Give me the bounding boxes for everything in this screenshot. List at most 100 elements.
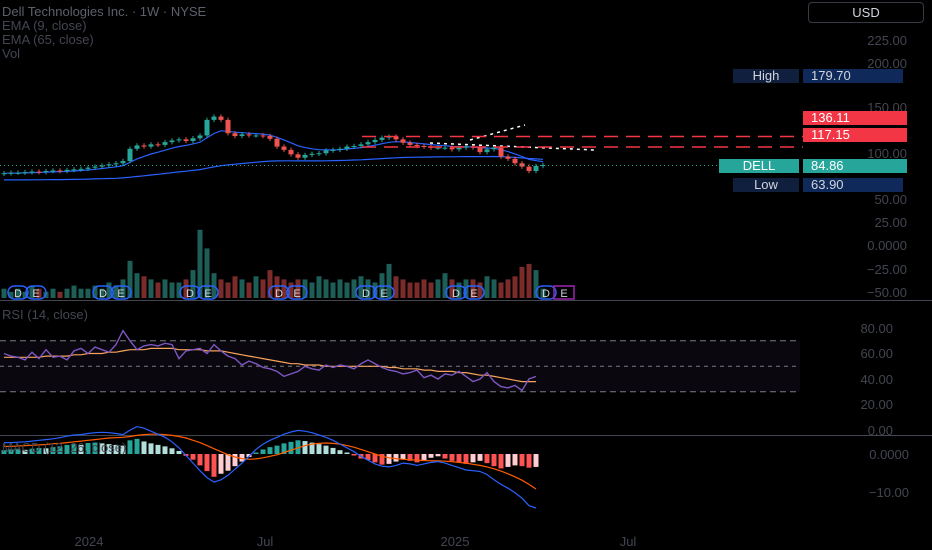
macd-histogram-bar	[281, 443, 287, 454]
macd-histogram-bar	[484, 454, 490, 464]
candle-body	[449, 147, 455, 150]
price-axis-tick: −50.00	[867, 285, 907, 300]
marker-letter: D	[452, 288, 460, 300]
marker-badge	[355, 285, 377, 300]
ema9-legend: EMA (9, close)	[2, 18, 87, 33]
candle-body	[71, 169, 77, 171]
candle-body	[456, 147, 462, 150]
candle	[176, 137, 182, 143]
marker-badge	[7, 285, 29, 300]
candle-body	[218, 116, 224, 120]
volume-bar	[470, 279, 476, 298]
macd-histogram-bar	[85, 442, 91, 454]
marker-letter: D	[542, 288, 550, 300]
macd-histogram-bar	[309, 442, 315, 454]
candle-body	[302, 154, 308, 158]
candle-body	[316, 153, 322, 155]
macd-histogram-bar	[491, 454, 497, 467]
candle	[505, 154, 511, 162]
marker-letter: E	[204, 288, 211, 300]
x-axis-tick: 2025	[441, 534, 470, 549]
candle	[442, 145, 448, 150]
candle	[407, 140, 413, 148]
candle-body	[43, 171, 49, 173]
macd-histogram-bar	[316, 444, 322, 454]
volume-bar	[274, 276, 280, 298]
volume-bar	[92, 285, 98, 298]
volume-bar	[449, 279, 455, 298]
candle	[50, 168, 56, 174]
marker-letter: D	[14, 288, 22, 300]
macd-histogram-bar	[260, 449, 266, 454]
volume-bar	[29, 285, 35, 298]
price-axis-tick: 100.00	[867, 146, 907, 161]
candle	[92, 164, 98, 170]
candle	[190, 136, 196, 144]
candle-body	[519, 163, 525, 167]
candle	[239, 132, 245, 139]
candle-body	[141, 145, 147, 147]
macd-histogram-bar	[64, 444, 70, 454]
volume-bar	[400, 279, 406, 298]
candle	[316, 151, 322, 157]
macd-histogram-bar	[421, 454, 427, 461]
volume-bar	[211, 273, 217, 298]
candle-body	[309, 153, 315, 155]
macd-histogram-bar	[99, 443, 105, 454]
level-136-value: 136.11	[803, 111, 907, 125]
dividend-marker: D	[92, 285, 114, 300]
candle	[232, 131, 238, 139]
candle-body	[106, 164, 112, 166]
candle	[372, 137, 378, 145]
macd-histogram-bar	[232, 454, 238, 467]
candle-body	[372, 139, 378, 143]
dividend-marker: D	[355, 285, 377, 300]
candle-body	[526, 166, 532, 172]
x-axis-tick: 2024	[75, 534, 104, 549]
currency-button[interactable]: USD	[808, 2, 924, 23]
macd-histogram-bar	[113, 444, 119, 454]
volume-bar	[309, 282, 315, 298]
volume-bar	[295, 279, 301, 298]
candle-body	[8, 172, 14, 174]
candle	[211, 114, 217, 123]
candle-body	[421, 146, 427, 148]
macd-histogram-bar	[71, 444, 77, 454]
candle	[85, 165, 91, 172]
macd-histogram-bar	[288, 441, 294, 454]
candle	[29, 169, 35, 175]
candle-body	[36, 171, 42, 173]
macd-histogram-bar	[323, 445, 329, 454]
volume-bar	[330, 282, 336, 298]
volume-bar	[190, 270, 196, 298]
macd-histogram-bar	[337, 450, 343, 454]
candle-body	[204, 119, 210, 136]
macd-histogram-bar	[141, 441, 147, 454]
candle-body	[414, 144, 420, 147]
candle	[323, 148, 329, 156]
volume-bar	[358, 276, 364, 298]
candle-body	[155, 144, 161, 146]
candle-body	[232, 133, 238, 137]
volume-bar	[512, 276, 518, 298]
macd-histogram-bar	[295, 440, 301, 454]
candle	[71, 167, 77, 173]
volume-bar	[428, 282, 434, 298]
candle-body	[162, 142, 168, 145]
candle-body	[435, 147, 441, 149]
rsi-axis-tick: 0.00	[868, 423, 893, 438]
volume-bar	[281, 279, 287, 298]
candle-body	[92, 166, 98, 168]
earnings-marker: E	[286, 285, 308, 300]
candle-body	[211, 116, 217, 120]
macd-axis-tick: 0.0000	[869, 447, 909, 462]
price-axis-tick: 200.00	[867, 56, 907, 71]
volume-bar	[106, 282, 112, 298]
candle	[344, 144, 350, 152]
price-axis-tick: −25.00	[867, 262, 907, 277]
candle-body	[365, 142, 371, 145]
marker-badge	[463, 285, 485, 300]
level-117-value: 117.15	[803, 128, 907, 142]
candle-body	[253, 135, 259, 137]
